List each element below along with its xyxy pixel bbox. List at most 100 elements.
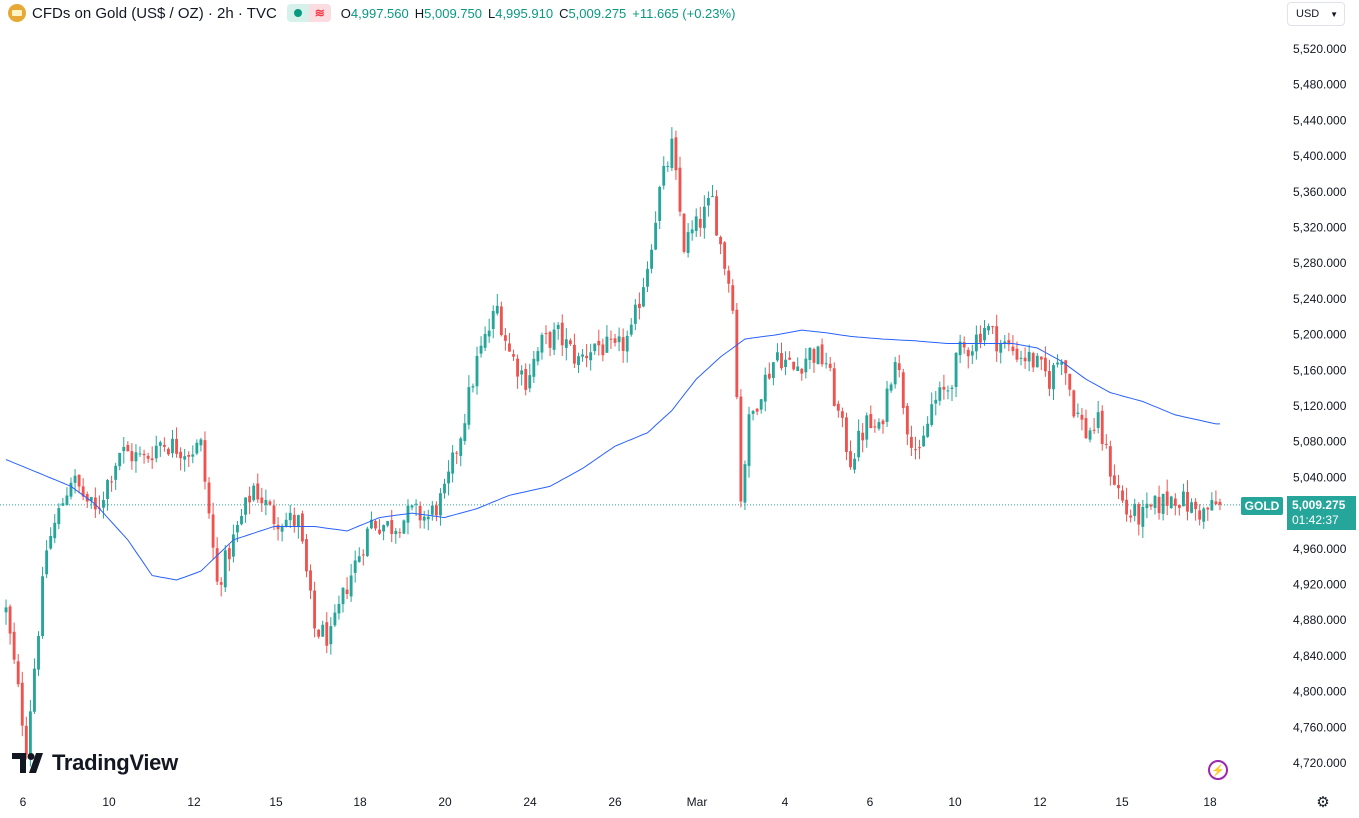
candle-body <box>909 436 913 448</box>
candle-body <box>686 232 690 253</box>
candle-body <box>1125 499 1129 515</box>
candle-body <box>784 359 787 367</box>
candle-body <box>357 556 361 562</box>
candle-body <box>499 306 503 336</box>
candle <box>430 501 434 521</box>
candle-body <box>349 575 353 597</box>
gold-bar-icon <box>8 4 26 22</box>
candle <box>16 654 20 688</box>
candle-body <box>439 493 442 516</box>
candle <box>1121 485 1124 504</box>
candle-body <box>150 458 154 461</box>
candle <box>698 206 702 237</box>
candle-body <box>564 339 568 348</box>
candle-body <box>81 486 85 497</box>
candle-body <box>1173 498 1177 506</box>
market-open-icon <box>293 9 302 17</box>
candle <box>89 496 93 509</box>
candle-body <box>292 514 296 526</box>
candle-body <box>171 438 174 454</box>
candle-body <box>840 411 844 418</box>
candle-body <box>341 587 345 605</box>
candle-body <box>540 334 544 353</box>
symbol-title[interactable]: CFDs on Gold (US$ / OZ) · 2h · TVC <box>32 4 277 22</box>
candle-body <box>1060 362 1064 365</box>
symbol-header[interactable]: CFDs on Gold (US$ / OZ) · 2h · TVC ≋ O4,… <box>8 2 735 24</box>
candle <box>353 550 357 583</box>
candle <box>686 223 690 258</box>
candle-body <box>491 311 495 329</box>
candle <box>556 322 560 340</box>
gear-icon[interactable]: ⚙ <box>1316 794 1330 811</box>
candle-body <box>885 388 889 422</box>
candle-body <box>284 519 288 527</box>
candle-body <box>934 399 938 404</box>
candle-body <box>106 480 109 499</box>
candle <box>589 343 593 371</box>
candle-body <box>1023 357 1027 362</box>
ohlc-open-label: O <box>340 5 351 21</box>
y-tick-label: 4,760.000 <box>1293 720 1347 734</box>
candle-body <box>706 198 710 206</box>
candle-body <box>609 338 613 340</box>
candle-body <box>317 629 321 637</box>
candle-body <box>942 386 946 390</box>
candle-body <box>524 368 528 390</box>
market-status[interactable]: ≋ <box>286 4 331 22</box>
candle-body <box>447 471 450 484</box>
bar-countdown: 01:42:37 <box>1292 513 1339 527</box>
candle-body <box>1068 373 1072 390</box>
candle <box>118 452 122 471</box>
candle-body <box>53 522 57 539</box>
candle-body <box>1165 491 1169 506</box>
candle-body <box>637 303 641 308</box>
candle <box>621 328 625 363</box>
y-tick-label: 5,080.000 <box>1293 435 1347 449</box>
candle <box>110 475 114 492</box>
candle-body <box>918 447 921 449</box>
candle-body <box>345 589 349 595</box>
x-tick-label: 6 <box>867 795 874 809</box>
candle <box>950 385 954 402</box>
candle <box>1072 389 1076 419</box>
candle <box>479 336 483 358</box>
tradingview-logo[interactable]: TradingView <box>12 750 178 776</box>
currency-button[interactable]: USD ▼ <box>1287 2 1345 26</box>
candle <box>345 577 349 600</box>
candle <box>138 446 142 457</box>
ohlc-open-value: 4,997.560 <box>350 5 409 21</box>
candle <box>329 617 333 655</box>
candle <box>593 343 597 355</box>
candle <box>942 374 946 400</box>
candle <box>171 429 174 458</box>
candle-body <box>528 375 532 389</box>
time-axis[interactable]: 6 10 12 15 18 20 24 26 Mar 4 6 10 12 15 18 <box>20 795 1217 809</box>
y-tick-label: 5,400.000 <box>1293 149 1347 163</box>
price-axis[interactable]: 4,720.000 4,760.000 4,800.000 4,840.000 4,88… <box>1293 42 1347 770</box>
candle <box>1023 347 1027 369</box>
candle <box>702 195 706 239</box>
candle-body <box>1169 496 1173 509</box>
candle-body <box>378 529 381 534</box>
candle <box>394 528 398 544</box>
candle-body <box>930 404 934 425</box>
candle <box>654 211 658 251</box>
candle <box>995 314 999 362</box>
candle-body <box>365 528 369 556</box>
candle-body <box>1019 357 1023 359</box>
candle-body <box>28 711 32 756</box>
candle-body <box>1043 357 1047 372</box>
flash-icon[interactable]: ⚡ <box>1208 760 1228 780</box>
candle-body <box>581 354 584 357</box>
candle <box>434 501 438 522</box>
candle <box>974 325 978 360</box>
ohlc-close-value: 5,009.275 <box>568 5 627 21</box>
candle-body <box>1186 491 1189 512</box>
ohlc-legend: O4,997.560 H5,009.750 L4,995.910 C5,009.… <box>341 6 736 21</box>
candle-body <box>573 344 576 364</box>
candle-body <box>16 661 20 685</box>
candle-body <box>1088 430 1092 440</box>
candle-body <box>1108 446 1112 477</box>
candle-body <box>102 500 105 508</box>
